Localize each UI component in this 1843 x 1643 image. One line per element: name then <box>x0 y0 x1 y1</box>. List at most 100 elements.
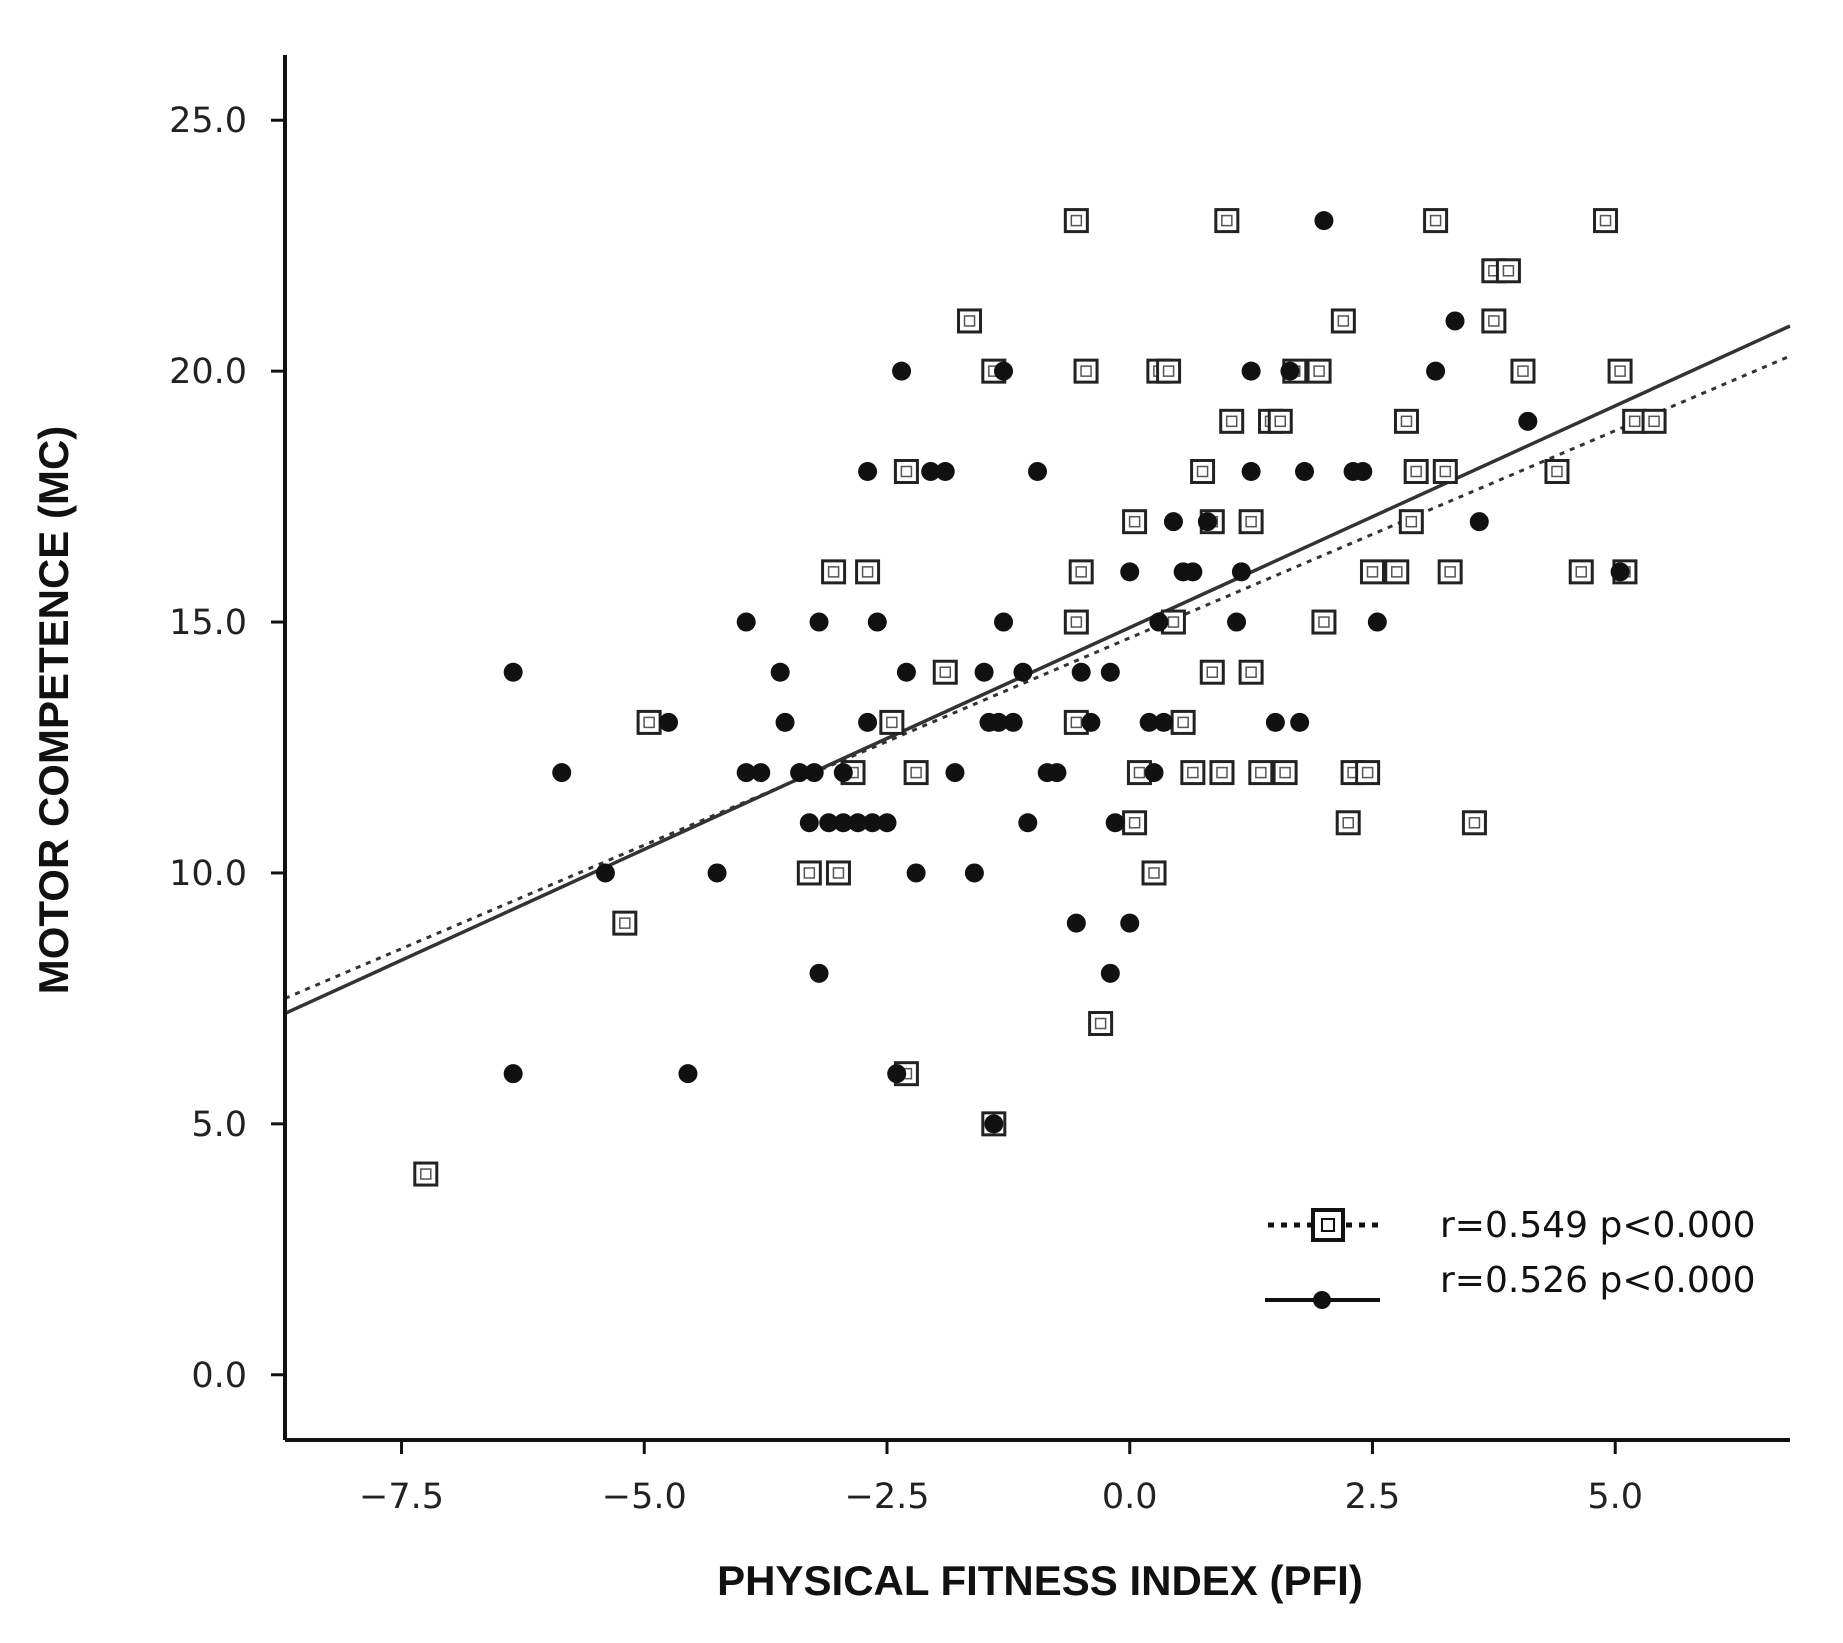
data-point-circle <box>892 361 912 381</box>
square-outer <box>855 559 881 585</box>
data-point-circle <box>819 813 839 833</box>
data-point-square <box>1544 459 1570 485</box>
data-point-circle <box>984 1114 1004 1134</box>
data-point-square <box>796 860 822 886</box>
legend-item-open-square: r=0.549 p<0.000 <box>1268 1205 1756 1246</box>
data-point-circle <box>994 361 1014 381</box>
data-point-circle <box>848 813 868 833</box>
data-point-square <box>1248 760 1274 786</box>
square-inner <box>827 566 840 578</box>
data-point-circle <box>775 712 795 732</box>
data-point-square <box>1359 559 1385 585</box>
data-point-circle <box>707 863 727 883</box>
data-point-square <box>1199 659 1225 685</box>
square-outer <box>413 1161 439 1187</box>
x-tick-label: 0.0 <box>1102 1477 1158 1517</box>
regression-lines <box>284 324 1791 1016</box>
square-outer <box>1088 1010 1114 1036</box>
data-point-circle <box>877 813 897 833</box>
data-point-square <box>893 459 919 485</box>
x-tick-label: 2.5 <box>1345 1477 1401 1517</box>
square-outer <box>893 459 919 485</box>
square-inner <box>1551 465 1563 478</box>
square-outer <box>1238 659 1264 685</box>
square-inner <box>1400 415 1413 428</box>
data-point-square <box>1495 258 1521 284</box>
square-outer <box>1272 760 1298 786</box>
square-outer <box>1122 810 1148 836</box>
x-tick-label: −5.0 <box>602 1477 687 1517</box>
square-inner <box>1279 766 1291 779</box>
data-point-square <box>1122 810 1148 836</box>
square-outer <box>1267 408 1293 434</box>
data-point-square <box>1481 308 1507 334</box>
square-outer <box>1510 358 1536 384</box>
data-point-circle <box>1120 913 1140 933</box>
square-inner <box>1429 214 1442 227</box>
data-point-square <box>1568 559 1594 585</box>
legend: r=0.549 p<0.000 r=0.526 p<0.000 <box>1265 1205 1756 1309</box>
square-outer <box>1214 208 1240 234</box>
square-outer <box>1432 459 1458 485</box>
square-inner <box>1177 716 1189 729</box>
data-point-circle <box>964 863 984 883</box>
data-point-square <box>636 709 662 735</box>
data-point-circle <box>1105 813 1125 833</box>
data-point-circle <box>989 712 1009 732</box>
data-point-square <box>413 1161 439 1187</box>
square-outer <box>1330 308 1356 334</box>
square-inner <box>1468 817 1481 829</box>
data-point-circle <box>935 462 955 482</box>
data-point-circle <box>503 662 523 682</box>
data-point-square <box>1170 709 1196 735</box>
data-point-circle <box>678 1064 698 1084</box>
square-inner <box>1148 867 1160 879</box>
x-tick-label: 5.0 <box>1587 1477 1643 1517</box>
square-outer <box>1073 358 1099 384</box>
y-tick-label: 15.0 <box>169 603 247 643</box>
square-inner <box>1575 566 1587 578</box>
data-point-square <box>1088 1010 1114 1036</box>
square-outer <box>1306 358 1332 384</box>
data-point-square <box>1180 760 1206 786</box>
data-point-circle <box>1197 512 1217 532</box>
square-outer <box>1156 358 1182 384</box>
legend-label-squares: r=0.549 p<0.000 <box>1440 1205 1756 1246</box>
data-point-circle <box>1265 712 1285 732</box>
data-point-circle <box>736 763 756 783</box>
data-point-square <box>612 910 638 936</box>
square-inner <box>1094 1017 1107 1030</box>
square-inner <box>832 867 845 879</box>
square-outer <box>1180 760 1206 786</box>
data-point-square <box>1403 459 1429 485</box>
square-outer <box>821 559 847 585</box>
x-axis-title: PHYSICAL FITNESS INDEX (PFI) <box>717 1557 1363 1604</box>
data-point-square <box>1607 358 1633 384</box>
data-point-square <box>1141 860 1167 886</box>
square-inner <box>803 867 816 879</box>
data-point-circle <box>736 612 756 632</box>
square-outer <box>1607 358 1633 384</box>
data-point-circle <box>1314 211 1334 231</box>
square-inner <box>1391 566 1403 578</box>
square-inner <box>1318 616 1330 628</box>
square-inner <box>1337 315 1350 327</box>
y-tick-label: 5.0 <box>191 1105 247 1145</box>
data-point-circle <box>1003 712 1023 732</box>
square-outer <box>1423 208 1449 234</box>
square-outer <box>1141 860 1167 886</box>
square-inner <box>1128 817 1141 829</box>
square-outer <box>1359 559 1385 585</box>
data-point-circle <box>790 763 810 783</box>
data-point-circle <box>858 712 878 732</box>
square-inner <box>1128 515 1141 528</box>
data-point-circle <box>1295 462 1315 482</box>
data-point-square <box>1073 358 1099 384</box>
square-outer <box>1398 509 1424 535</box>
square-inner <box>861 566 874 578</box>
data-point-circle <box>1280 361 1300 381</box>
data-point-circle <box>1047 763 1067 783</box>
square-outer <box>1384 559 1410 585</box>
data-point-circle <box>1149 612 1169 632</box>
